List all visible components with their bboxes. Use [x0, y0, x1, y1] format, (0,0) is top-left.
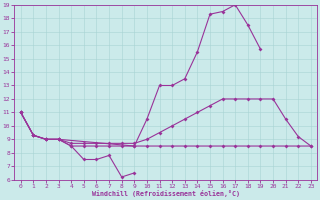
X-axis label: Windchill (Refroidissement éolien,°C): Windchill (Refroidissement éolien,°C)	[92, 190, 240, 197]
